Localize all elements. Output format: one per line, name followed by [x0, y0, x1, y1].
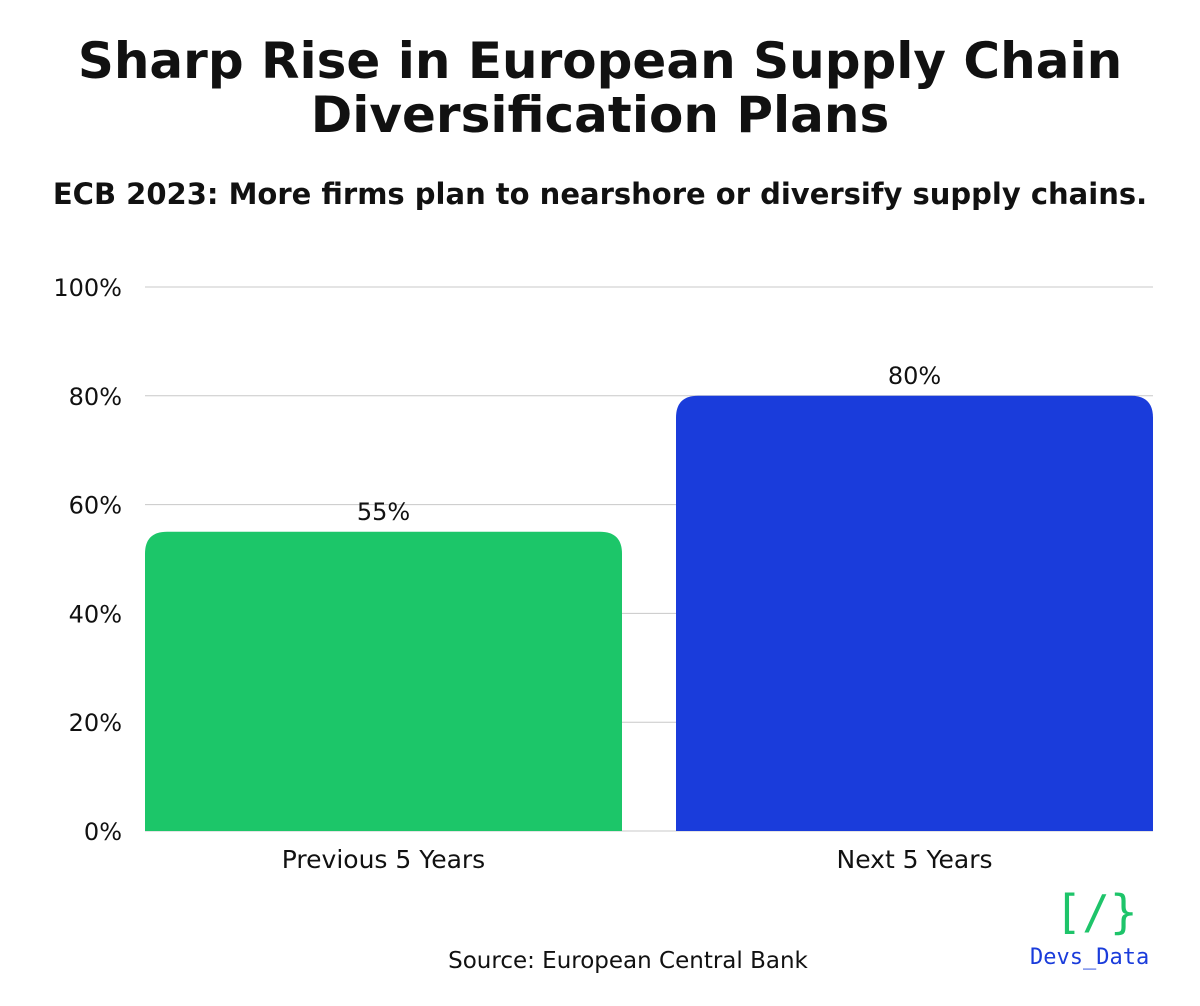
chart-title: Sharp Rise in European Supply Chain Dive…: [0, 34, 1200, 142]
data-label: 80%: [888, 362, 941, 390]
chart-title-line-2: Diversification Plans: [310, 86, 890, 144]
x-category-label: Next 5 Years: [837, 845, 993, 874]
bars: [145, 395, 1153, 831]
bar-next-5-years: [676, 395, 1153, 831]
source-note: Source: European Central Bank: [448, 948, 808, 974]
code-bracket-icon: [/}: [1054, 885, 1138, 939]
y-tick-label: 80%: [69, 383, 122, 411]
y-tick-label: 20%: [69, 709, 122, 737]
data-label: 55%: [357, 498, 410, 526]
y-tick-label: 40%: [69, 600, 122, 628]
chart-title-line-1: Sharp Rise in European Supply Chain: [77, 32, 1123, 90]
y-tick-label: 0%: [84, 818, 122, 846]
y-tick-label: 60%: [69, 492, 122, 520]
devs-data-logo: [/} Devs_Data: [1030, 886, 1170, 972]
logo-text: Devs_Data: [1030, 945, 1150, 970]
bar-previous-5-years: [145, 531, 622, 831]
labels: 0% 20% 40% 60% 80% 100% 55% Previous 5 Years 80%…: [53, 274, 992, 874]
x-category-label: Previous 5 Years: [282, 845, 485, 874]
chart-subtitle: ECB 2023: More firms plan to nearshore o…: [52, 177, 1148, 211]
y-tick-label: 100%: [53, 274, 122, 302]
